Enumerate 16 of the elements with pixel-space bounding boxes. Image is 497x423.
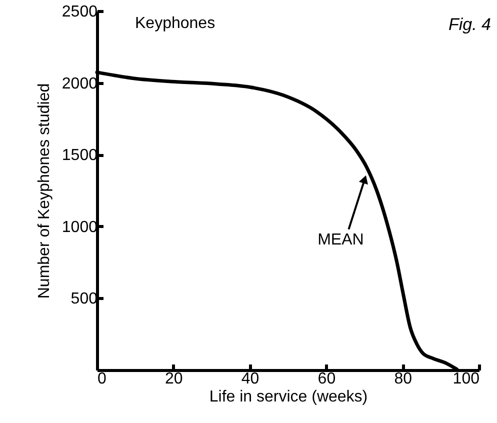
y-tick-label: 2500 [62, 4, 98, 20]
annotation: Fig. 4 [448, 15, 491, 34]
x-tick-label: 100 [452, 370, 480, 388]
y-tick-label: 1000 [62, 218, 98, 236]
x-tick-label: 40 [241, 370, 260, 388]
chart-title: Keyphones [135, 15, 216, 32]
y-axis-title: Number of Keyphones studied [36, 83, 53, 299]
annotation: MEAN [318, 231, 364, 248]
y-tick-label: 500 [70, 290, 98, 308]
y-tick-label: 2000 [62, 75, 98, 92]
x-tick-label: 20 [165, 370, 183, 388]
y-tick-label: 1500 [62, 147, 98, 164]
x-tick-label: 80 [394, 370, 412, 388]
x-tick-label: 60 [318, 370, 336, 388]
x-tick-label: 0 [98, 370, 106, 388]
x-axis-title: Life in service (weeks) [209, 388, 368, 406]
